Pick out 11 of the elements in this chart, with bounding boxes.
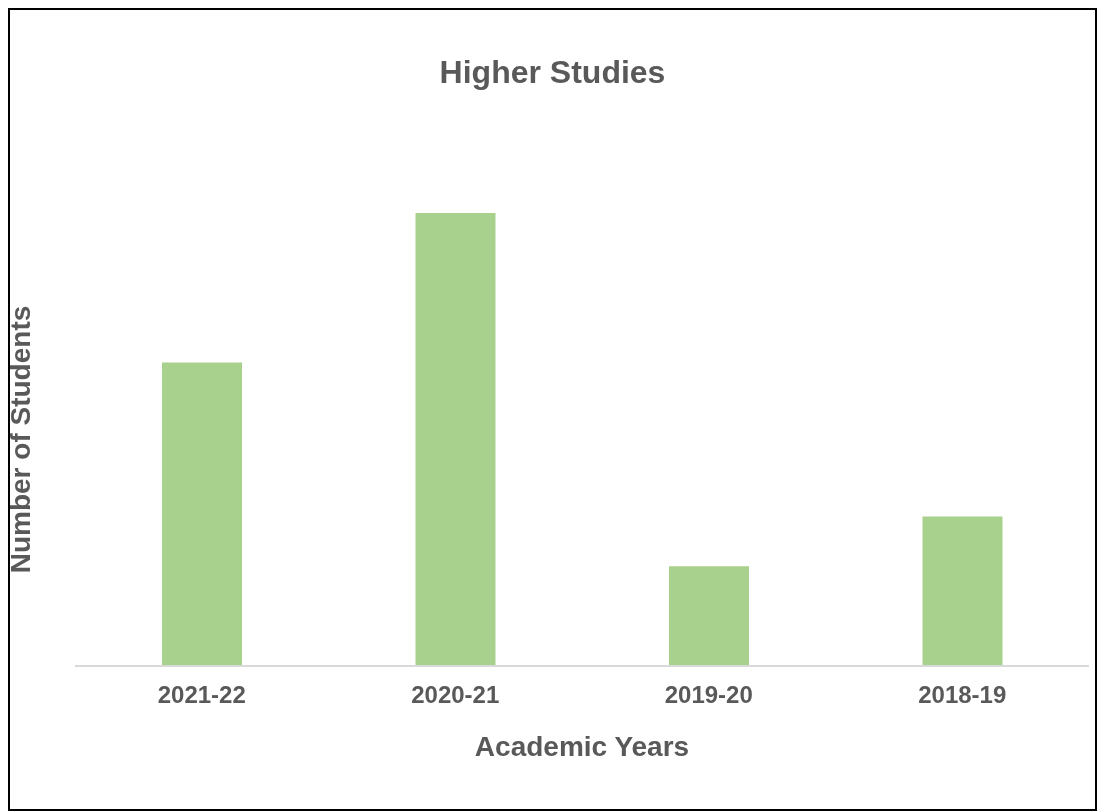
x-tick-label: 2020-21 xyxy=(411,681,500,709)
bar xyxy=(922,516,1003,666)
y-axis-title: Number of Students xyxy=(4,305,36,574)
bar xyxy=(162,362,242,666)
x-tick-label: 2021-22 xyxy=(157,681,246,709)
bar xyxy=(415,213,496,666)
bar xyxy=(669,566,749,666)
x-axis-title: Academic Years xyxy=(474,730,690,762)
x-tick-label: 2019-20 xyxy=(664,681,753,709)
chart-title: Higher Studies xyxy=(438,54,667,91)
x-tick-label: 2018-19 xyxy=(918,681,1007,709)
